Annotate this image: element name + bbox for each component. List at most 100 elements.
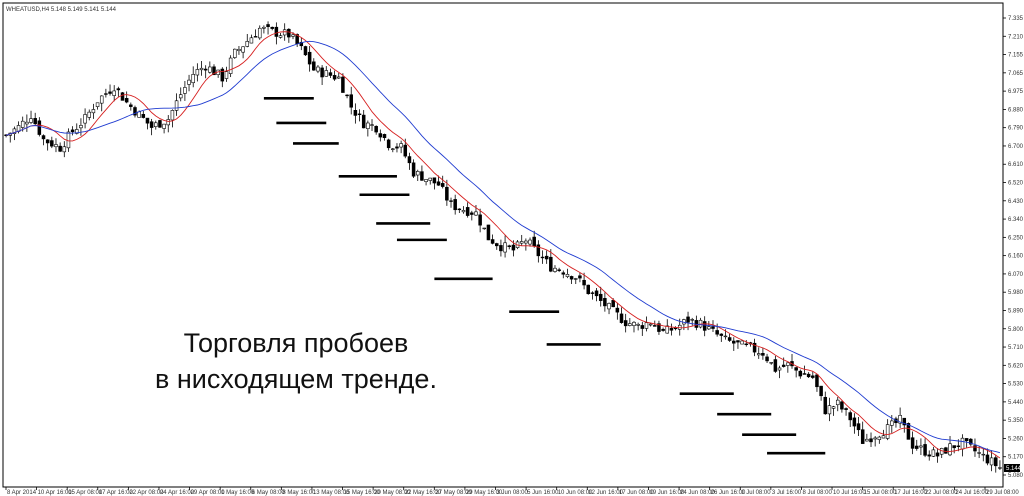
candle	[149, 118, 154, 136]
candle	[565, 268, 570, 279]
candle-body	[478, 214, 482, 226]
candles	[4, 21, 1002, 473]
candle	[278, 33, 283, 39]
candle-body	[83, 114, 87, 124]
candle	[869, 432, 873, 448]
candle-body	[524, 240, 528, 244]
candle	[840, 399, 844, 413]
candle-body	[686, 316, 690, 323]
candle	[640, 321, 645, 336]
candle-body	[665, 325, 670, 334]
candle-body	[291, 34, 295, 37]
candle-body	[740, 340, 744, 345]
candle-body	[786, 362, 790, 366]
candle-body	[549, 256, 553, 272]
x-tick-label: 15 Apr 08:00	[68, 490, 103, 496]
candle-body	[952, 445, 956, 449]
candle	[299, 37, 304, 51]
candle	[316, 64, 320, 74]
candle	[781, 357, 786, 368]
candle-body	[661, 328, 665, 331]
candle-body	[540, 256, 545, 259]
candle-body	[461, 210, 466, 213]
x-tick-label: 29 May 16:00	[466, 490, 503, 496]
y-tick-label: 6.070	[1008, 272, 1024, 278]
candle	[919, 438, 923, 455]
candle-body	[644, 322, 649, 329]
candle	[690, 317, 694, 326]
candle-body	[12, 128, 17, 134]
y-tick-label: 7.210	[1008, 34, 1024, 40]
candle-body	[919, 445, 923, 448]
candle-body	[391, 148, 395, 150]
candle-body	[969, 438, 973, 445]
candle-body	[407, 156, 412, 164]
x-tick-label: 22 Jul 08:00	[925, 490, 958, 496]
candle	[449, 197, 453, 208]
candle	[944, 446, 948, 454]
candle-body	[257, 27, 262, 39]
candle-body	[611, 300, 615, 308]
candle	[395, 143, 399, 153]
candle	[644, 316, 649, 332]
candle	[914, 439, 919, 451]
candle	[503, 235, 507, 258]
candle-body	[944, 447, 948, 454]
candle	[474, 204, 478, 216]
candle-body	[715, 330, 719, 335]
candle-body	[732, 340, 736, 344]
candle-body	[811, 375, 815, 378]
candle	[777, 365, 782, 379]
candle-body	[428, 177, 432, 181]
candle	[45, 139, 50, 151]
candle	[50, 136, 54, 149]
x-tick-label: 8 Apr 2014	[7, 490, 37, 496]
candle-body	[187, 79, 191, 85]
candle	[99, 95, 104, 112]
candle-body	[723, 335, 728, 338]
candle-body	[262, 26, 266, 29]
candle-body	[869, 438, 873, 443]
candle-body	[898, 415, 902, 424]
x-tick-label: 15 May 16:00	[344, 490, 381, 496]
x-tick-label: 13 May 08:00	[313, 490, 350, 496]
candle-body	[274, 26, 279, 37]
candle-body	[474, 211, 478, 216]
candle	[549, 249, 553, 273]
candle	[58, 142, 62, 153]
candle	[70, 126, 75, 136]
candle-body	[931, 449, 936, 457]
candle	[336, 72, 341, 79]
candle-body	[108, 91, 112, 94]
candle-body	[536, 244, 541, 257]
candle-body	[382, 134, 387, 139]
x-tick-label: 17 Apr 16:00	[99, 490, 134, 496]
candle	[112, 85, 116, 102]
candle	[569, 275, 574, 284]
candle-body	[174, 100, 179, 111]
candle-body	[561, 272, 566, 275]
y-tick-label: 6.975	[1008, 89, 1024, 95]
candle	[349, 86, 353, 115]
x-tick-label: 3 Jun 08:00	[497, 490, 529, 496]
candle	[382, 133, 387, 141]
candle	[154, 120, 158, 130]
candle-body	[457, 208, 462, 211]
candle	[436, 175, 441, 186]
x-tick-label: 24 Jun 08:00	[680, 490, 715, 496]
candle	[257, 25, 262, 40]
candle-body	[374, 125, 378, 133]
candle	[499, 239, 503, 257]
candle-body	[158, 120, 162, 128]
y-tick-label: 6.700	[1008, 144, 1024, 150]
candle-body	[973, 445, 977, 452]
y-tick-label: 7.155	[1008, 53, 1024, 59]
candle-body	[436, 181, 441, 186]
candle	[241, 46, 245, 59]
x-tick-label: 26 Jun 16:00	[711, 490, 746, 496]
candle	[120, 92, 125, 101]
candle-body	[282, 29, 287, 36]
y-tick-label: 5.620	[1008, 363, 1024, 369]
candle-body	[228, 57, 233, 74]
